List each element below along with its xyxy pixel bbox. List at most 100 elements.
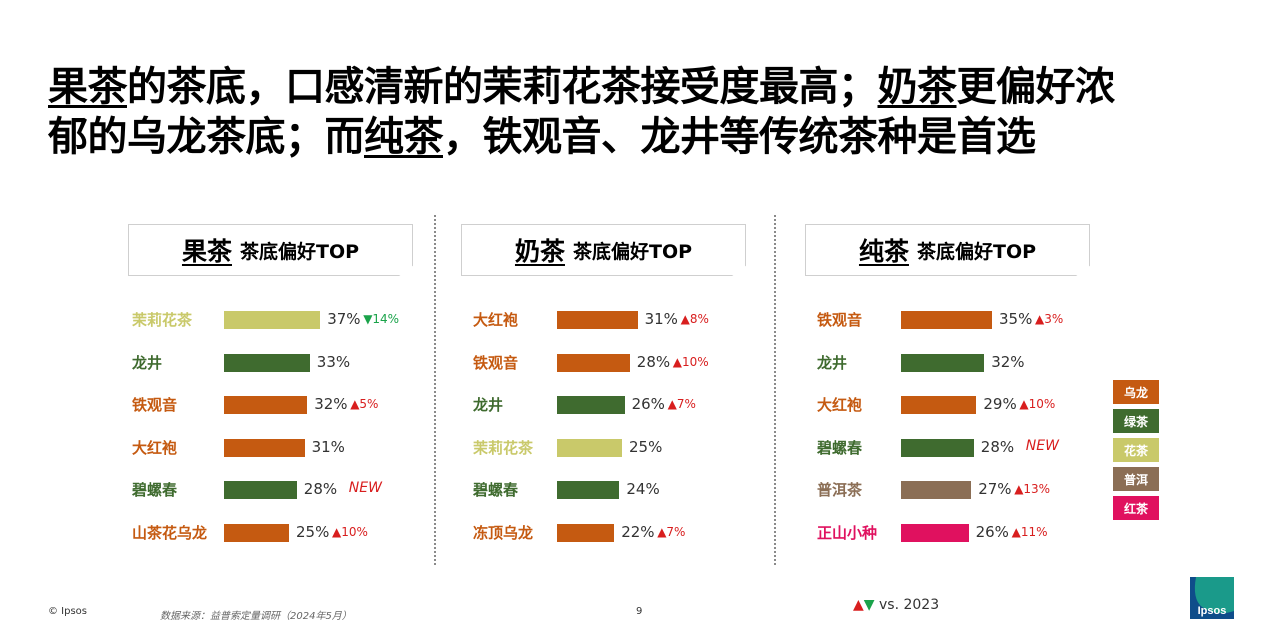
bar-label: 铁观音 xyxy=(473,353,519,372)
bar-label: 茉莉花茶 xyxy=(473,438,534,457)
bar-value-label: 32% xyxy=(991,352,1025,371)
bar-row: 山茶花乌龙 25% ▲10% xyxy=(128,518,428,548)
bar xyxy=(557,396,625,415)
bar-value-label: 37% xyxy=(327,310,361,328)
bar-value-label: 35% xyxy=(999,310,1033,328)
page-number: 9 xyxy=(636,606,643,617)
change-indicator: ▲5% xyxy=(350,397,379,412)
bar-label: 大红袍 xyxy=(817,396,863,415)
bar-label: 冻顶乌龙 xyxy=(473,524,534,542)
bar-value-label: 25% xyxy=(296,523,330,541)
bar xyxy=(224,481,297,500)
bar-label: 大红袍 xyxy=(473,311,519,329)
bar xyxy=(901,396,977,415)
panel-title-sub: 茶底偏好TOP xyxy=(916,240,1037,263)
bar-label: 碧螺春 xyxy=(817,438,863,457)
change-indicator: ▲7% xyxy=(657,525,686,539)
bar xyxy=(901,311,992,329)
change-indicator: ▲10% xyxy=(672,354,709,369)
bar-value-label: 29% xyxy=(983,395,1017,414)
bar-row: 正山小种 26% ▲11% xyxy=(805,518,1105,548)
panel-title-sub: 茶底偏好TOP xyxy=(572,240,693,263)
bar-row: 大红袍 31% ▲8% xyxy=(461,305,761,335)
panel-header: 奶茶 茶底偏好TOP xyxy=(461,224,746,276)
bar-value-label: 31% xyxy=(311,437,345,456)
bar-value-label: 27% xyxy=(978,480,1012,499)
title-text: ，铁观音、龙井等传统茶种是首选 xyxy=(443,114,1036,160)
bar-row: 冻顶乌龙 22% ▲7% xyxy=(461,518,761,548)
bar-label: 正山小种 xyxy=(817,524,878,542)
bar-value-label: 28% xyxy=(303,480,338,499)
bar-label: 龙井 xyxy=(473,396,504,415)
bar-row: 龙井 32% xyxy=(805,348,1105,378)
panel-title-main: 纯茶 xyxy=(858,237,909,266)
title-underline-pure-tea: 纯茶 xyxy=(364,114,444,160)
legend: 乌龙 绿茶 花茶 普洱 红茶 xyxy=(1113,380,1159,525)
bar-row: 铁观音 28% ▲10% xyxy=(461,348,761,378)
bar xyxy=(901,481,972,500)
title-text: 的茶底，口感清新的茉莉花茶接受度最高； xyxy=(127,64,878,110)
bar-value-label: 26% xyxy=(631,395,665,414)
bar-label: 龙井 xyxy=(132,353,163,372)
bar-label: 龙井 xyxy=(817,353,848,372)
bar-label: 大红袍 xyxy=(132,438,178,457)
bar xyxy=(224,524,289,542)
panel-divider xyxy=(774,215,776,565)
bar-value-label: 28% xyxy=(636,352,671,371)
data-source: 数据来源：益普索定量调研（2024年5月） xyxy=(160,611,352,622)
bar xyxy=(224,396,308,415)
bar-row: 铁观音 32% ▲5% xyxy=(128,390,428,420)
change-indicator: ▲8% xyxy=(680,312,709,326)
copyright: © Ipsos xyxy=(48,606,88,617)
pure-tea-panel: 纯茶 茶底偏好TOP 铁观音 35% ▲3% 龙井 32% 大红袍 29% ▲10% 碧螺春 28… xyxy=(805,220,1135,560)
logo-text: Ipsos xyxy=(1198,605,1227,617)
bar-row: 碧螺春 28% NEW xyxy=(128,475,428,505)
bar xyxy=(901,353,985,372)
bar-row: 茉莉花茶 37% ▼14% xyxy=(128,305,428,335)
bar-row: 龙井 26% ▲7% xyxy=(461,390,761,420)
change-indicator: ▲13% xyxy=(1014,482,1051,497)
panel-title-main: 果茶 xyxy=(181,237,232,266)
bar xyxy=(901,438,974,457)
new-badge: NEW xyxy=(348,480,382,497)
bar-value-label: 28% xyxy=(980,437,1015,456)
legend-item-oolong: 乌龙 xyxy=(1113,380,1159,404)
bar-row: 大红袍 29% ▲10% xyxy=(805,390,1105,420)
bar-row: 大红袍 31% xyxy=(128,433,428,463)
title-underline-milk-tea: 奶茶 xyxy=(877,64,958,110)
bar xyxy=(224,353,310,372)
bar-label: 碧螺春 xyxy=(473,481,519,500)
bar-value-label: 25% xyxy=(629,437,663,456)
legend-item-green: 绿茶 xyxy=(1113,409,1159,433)
page-title: 果茶的茶底，口感清新的茉莉花茶接受度最高；奶茶更偏好浓 郁的乌龙茶底；而纯茶，铁… xyxy=(48,62,1248,162)
bar-row: 茉莉花茶 25% xyxy=(461,433,761,463)
bar-value-label: 22% xyxy=(621,523,655,541)
change-indicator: ▲10% xyxy=(1019,397,1056,412)
panel-divider xyxy=(434,215,436,565)
milk-tea-panel: 奶茶 茶底偏好TOP 大红袍 31% ▲8% 铁观音 28% ▲10% 龙井 26% ▲7% 茉莉… xyxy=(461,220,791,560)
bar-value-label: 24% xyxy=(626,480,660,499)
bar xyxy=(224,438,305,457)
bar-value-label: 32% xyxy=(314,395,348,414)
bar xyxy=(557,438,622,457)
bar xyxy=(557,524,615,542)
bar-value-label: 31% xyxy=(644,310,678,328)
panel-title-main: 奶茶 xyxy=(514,237,565,266)
down-triangle-icon: ▼ xyxy=(863,597,875,613)
bar-label: 茉莉花茶 xyxy=(132,311,193,329)
vs-note: ▲▼ vs. 2023 xyxy=(853,597,939,613)
change-indicator: ▼14% xyxy=(363,312,400,326)
logo-swoosh xyxy=(1194,577,1234,614)
bar xyxy=(224,311,321,329)
vs-text: vs. 2023 xyxy=(879,597,940,613)
bar-label: 铁观音 xyxy=(817,311,863,329)
title-text: 更偏好浓 xyxy=(956,64,1116,110)
legend-item-black: 红茶 xyxy=(1113,496,1159,520)
panel-title-sub: 茶底偏好TOP xyxy=(239,240,360,263)
change-indicator: ▲3% xyxy=(1035,312,1064,326)
title-underline-fruit-tea: 果茶 xyxy=(48,64,128,110)
bar xyxy=(557,353,630,372)
bar-row: 碧螺春 24% xyxy=(461,475,761,505)
panel-header: 纯茶 茶底偏好TOP xyxy=(805,224,1090,276)
bar-label: 山茶花乌龙 xyxy=(132,524,208,542)
